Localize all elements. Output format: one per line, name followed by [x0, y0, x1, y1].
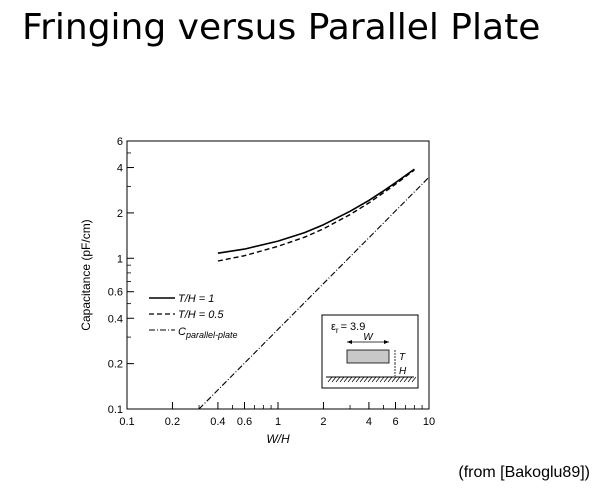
- y-tick-label: 0.2: [108, 359, 123, 371]
- series-line-0: [217, 168, 415, 254]
- conductor-rectangle: [346, 349, 390, 364]
- series-line-2: [198, 176, 430, 410]
- permittivity-label: εr = 3.9: [331, 321, 365, 335]
- x-tick-label: 6: [392, 416, 398, 428]
- epsilon-symbol: ε: [331, 321, 336, 333]
- ground-hatch-line: [335, 376, 341, 383]
- y-tick-label: 2: [117, 208, 123, 220]
- ground-hatch-line: [407, 376, 413, 383]
- legend-c-subscript: parallel-plate: [185, 330, 238, 340]
- legend: T/H = 1 T/H = 0.5 Cparallel-plate: [149, 293, 237, 340]
- thickness-label: T: [399, 352, 406, 363]
- permittivity-value: = 3.9: [341, 321, 366, 333]
- plot-frame: [126, 140, 430, 410]
- ground-hatch-line: [399, 376, 405, 383]
- plot-frame-group: [126, 140, 430, 410]
- x-tick-label: 0.6: [237, 416, 252, 428]
- y-tick-label: 1: [117, 253, 123, 265]
- series-lines: [198, 168, 430, 410]
- ground-hatch-line: [371, 376, 377, 383]
- ground-hatch-line: [375, 376, 381, 383]
- width-label: W: [363, 332, 374, 343]
- y-tick-label: 0.4: [108, 313, 123, 325]
- y-tick-label: 4: [117, 163, 123, 175]
- x-tick-label: 0.1: [119, 416, 134, 428]
- y-tick-label: 6: [117, 136, 123, 148]
- ground-hatch-line: [411, 376, 417, 383]
- ground-hatch-line: [387, 376, 393, 383]
- x-tick-label: 1: [275, 416, 281, 428]
- ground-hatch-line: [339, 376, 345, 383]
- ground-hatch-line: [327, 376, 333, 383]
- y-axis-minor-ticks: [127, 152, 131, 338]
- ground-hatch-line: [395, 376, 401, 383]
- x-axis-minor-ticks: [198, 405, 423, 409]
- slide-title: Fringing versus Parallel Plate: [22, 7, 541, 48]
- ground-hatch-line: [343, 376, 349, 383]
- x-tick-label: 0.4: [210, 416, 225, 428]
- ground-hatch-line: [351, 376, 357, 383]
- ground-hatch-line: [383, 376, 389, 383]
- epsilon-subscript: r: [336, 326, 339, 335]
- legend-label-th-05: T/H = 0.5: [178, 309, 224, 321]
- ground-hatch-line: [331, 376, 337, 383]
- series-line-1: [217, 169, 415, 262]
- x-axis-ticks: 0.1 0.2 0.4 0.6 1 2 4 6 10: [119, 402, 435, 428]
- inset-frame: [321, 314, 419, 389]
- x-tick-label: 4: [366, 416, 372, 428]
- ground-plane-hatch: [327, 376, 417, 383]
- ground-hatch-line: [367, 376, 373, 383]
- width-arrow-right: [384, 340, 389, 344]
- x-tick-label: 2: [320, 416, 326, 428]
- width-arrow-left: [347, 340, 352, 344]
- ground-hatch-line: [403, 376, 409, 383]
- ground-hatch-line: [363, 376, 369, 383]
- inset-structure-diagram: εr = 3.9 W T H: [321, 314, 419, 389]
- ground-hatch-line: [355, 376, 361, 383]
- legend-label-th-1: T/H = 1: [178, 293, 214, 305]
- ground-hatch-line: [391, 376, 397, 383]
- y-axis-ticks: 0.1 0.2 0.4 0.6 1 2 4 6: [108, 136, 134, 416]
- x-axis-label: W/H: [266, 432, 290, 446]
- legend-label-parallel-plate: Cparallel-plate: [178, 326, 237, 340]
- height-label: H: [399, 366, 407, 377]
- legend-c-symbol: C: [178, 326, 186, 338]
- y-tick-label: 0.6: [108, 287, 123, 299]
- source-citation: (from [Bakoglu89]): [458, 464, 590, 481]
- y-axis-label: Capacitance (pF/cm): [79, 219, 93, 330]
- x-tick-label: 0.2: [165, 416, 180, 428]
- y-tick-label: 0.1: [108, 404, 123, 416]
- ground-hatch-line: [359, 376, 365, 383]
- ground-hatch-line: [347, 376, 353, 383]
- ground-hatch-line: [379, 376, 385, 383]
- x-tick-label: 10: [423, 416, 435, 428]
